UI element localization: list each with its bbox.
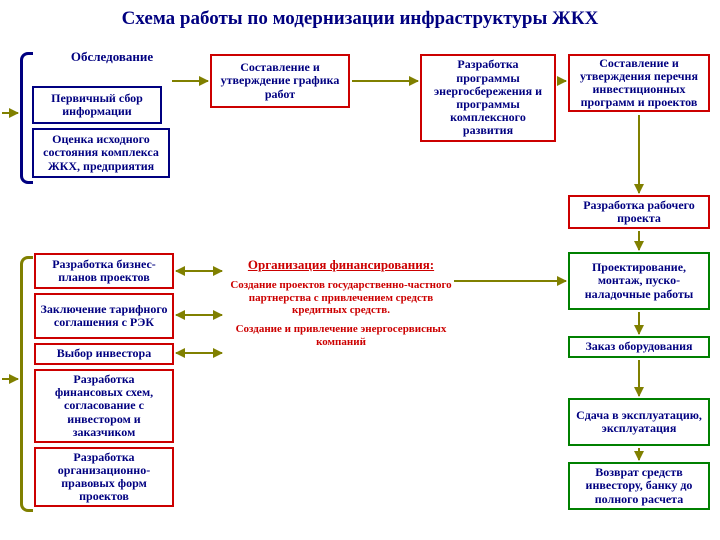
box-b9: Сдача в эксплуатацию, эксплуатация <box>568 398 710 446</box>
box-b8: Заказ оборудования <box>568 336 710 358</box>
arrow-a_fin <box>454 280 566 282</box>
diagram-title: Схема работы по модернизации инфраструкт… <box>0 8 720 30</box>
arrow-a_in1 <box>2 112 18 114</box>
box-b7: Проектирование, монтаж, пуско-наладочные… <box>568 252 710 310</box>
arrow-a4 <box>638 115 640 193</box>
box-b10: Возврат средств инвестору, банку до полн… <box>568 462 710 510</box>
arrow-a7 <box>638 360 640 396</box>
arrow-a_in2 <box>2 378 18 380</box>
arrow-a8 <box>638 448 640 460</box>
financing-p2: Создание и привлечение энергосервисных к… <box>224 323 458 348</box>
financing-block: Организация финансирования: Создание про… <box>224 258 458 348</box>
box-b3: Составление и утверждение графика работ <box>210 54 350 108</box>
financing-p1: Создание проектов государственно-частног… <box>224 279 458 317</box>
arrow-a3 <box>559 80 566 82</box>
arrow-a_bi1 <box>176 270 222 272</box>
box-c1: Разработка бизнес-планов проектов <box>34 253 174 289</box>
bracket-left_top <box>20 52 33 184</box>
box-c4: Разработка финансовых схем, согласование… <box>34 369 174 443</box>
arrow-a_bi2 <box>176 314 222 316</box>
bracket-left_bottom <box>20 256 33 512</box>
box-b4: Разработка программы энергосбережения и … <box>420 54 556 142</box>
survey-label: Обследование <box>52 50 172 64</box>
arrow-a5 <box>638 231 640 250</box>
box-b1: Первичный сбор информации <box>32 86 162 124</box>
box-b5: Составление и утверждения перечня инвест… <box>568 54 710 112</box>
arrow-a2 <box>352 80 418 82</box>
arrow-a6 <box>638 312 640 334</box>
box-c2: Заключение тарифного соглашения с РЭК <box>34 293 174 339</box>
arrow-a1 <box>172 80 208 82</box>
box-c3: Выбор инвестора <box>34 343 174 365</box>
financing-title: Организация финансирования: <box>224 258 458 273</box>
box-c5: Разработка организационно-правовых форм … <box>34 447 174 507</box>
box-b6: Разработка рабочего проекта <box>568 195 710 229</box>
box-b2: Оценка исходного состояния комплекса ЖКХ… <box>32 128 170 178</box>
arrow-a_bi3 <box>176 352 222 354</box>
